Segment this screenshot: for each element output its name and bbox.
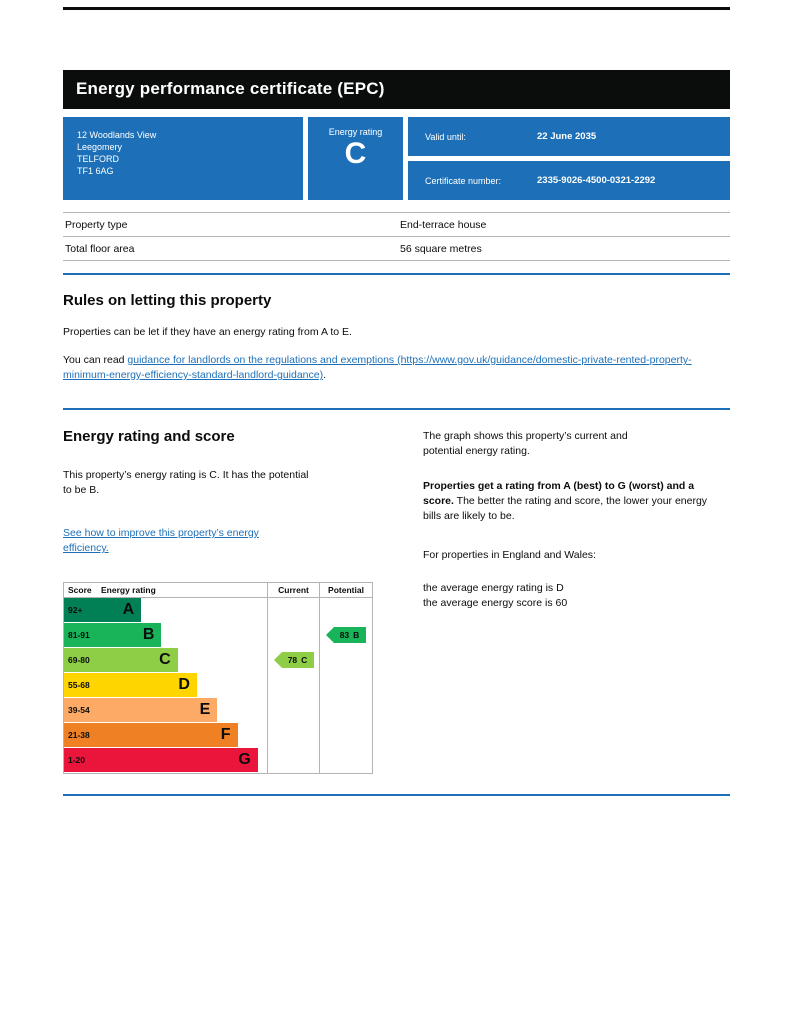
improve-link-paragraph: See how to improve this property’s energ… [63,526,283,556]
current-column: 78 C [267,598,319,773]
rating-section: Energy rating and score This property’s … [63,420,730,774]
rules-paragraph: Properties can be let if they have an en… [63,326,352,338]
band-b: 81-91 B [64,623,162,647]
floor-area-value: 56 square metres [400,243,482,255]
chart-header-rating: Energy rating [101,585,156,595]
energy-rating-value: C [344,137,367,170]
band-letter: C [159,651,171,668]
band-row-a: 92+ A [64,598,267,623]
table-row: Total floor area 56 square metres [63,236,730,261]
page-content: Energy performance certificate (EPC) 12 … [63,7,730,796]
property-details-table: Property type End-terrace house Total fl… [63,212,730,261]
band-letter: G [238,751,251,768]
band-score-range: 69-80 [68,655,90,665]
chart-header-potential: Potential [319,583,372,597]
certificate-number-label: Certificate number: [425,175,502,186]
current-rating-tag-score: 78 [287,655,298,665]
chart-header-current: Current [267,583,319,597]
band-a: 92+ A [64,598,142,622]
property-type-value: End-terrace house [400,219,487,231]
rating-heading: Energy rating and score [63,428,235,445]
rating-intro: This property’s energy rating is C. It h… [63,469,309,496]
band-score-range: 1-20 [68,755,86,765]
average-score-line: the average energy score is 60 [423,597,568,609]
rules-section: Rules on letting this property Propertie… [63,292,730,383]
energy-rating-box: Energy rating C [308,117,403,200]
potential-column: 83 B [319,598,372,773]
rating-left-column: Energy rating and score This property’s … [63,420,373,774]
band-score-range: 81-91 [68,630,90,640]
summary-panel: 12 Woodlands View Leegomery TELFORD TF1 … [63,117,730,200]
band-score-range: 39-54 [68,705,90,715]
average-lines: the average energy rating is D the avera… [423,581,730,611]
table-row: Property type End-terrace house [63,212,730,236]
potential-rating-tag: 83 B [326,627,366,643]
band-e: 39-54 E [64,698,218,722]
guidance-paragraph: You can read guidance for landlords on t… [63,353,718,383]
energy-rating-label: Energy rating [328,127,383,137]
average-rating-line: the average energy rating is D [423,582,564,594]
chart-bands: 92+ A 81-91 B 69-80 C 55-68 D 39-54 E 21-38 F 1-20 G [64,598,267,773]
page-title: Energy performance certificate (EPC) [76,79,385,98]
improve-efficiency-link[interactable]: See how to improve this property’s energ… [63,527,259,554]
band-letter: E [199,701,211,718]
band-row-d: 55-68 D [64,673,267,698]
chart-body: 92+ A 81-91 B 69-80 C 55-68 D 39-54 E 21-38 F 1-20 G … [64,598,372,773]
band-letter: A [122,601,135,618]
band-d: 55-68 D [64,673,197,697]
address-line-4: TF1 6AG [77,166,114,176]
certificate-number-box: Certificate number: 2335-9026-4500-0321-… [408,161,730,200]
band-score-range: 55-68 [68,680,90,690]
document-header: Energy performance certificate (EPC) [63,70,730,109]
band-score-range: 92+ [68,605,83,615]
address-line-1: 12 Woodlands View [77,130,157,140]
rating-explanation-bold: Properties get a rating from A (best) to… [423,480,695,507]
graph-intro: The graph shows this property’s current … [423,430,628,457]
address-line-2: Leegomery [77,142,123,152]
rating-explanation-rest: The better the rating and score, the low… [423,495,708,522]
band-row-f: 21-38 F [64,723,267,748]
band-letter: D [178,676,190,693]
address-line-3: TELFORD [77,154,120,164]
energy-rating-chart: Score Energy rating Current Potential 92… [63,582,373,774]
band-row-g: 1-20 G [64,748,267,773]
landlord-guidance-link[interactable]: guidance for landlords on the regulation… [63,354,692,381]
guidance-prefix: You can read [63,354,128,366]
band-row-c: 69-80 C [64,648,267,673]
chart-header-row: Score Energy rating Current Potential [64,583,372,598]
section-divider [63,273,730,275]
section-divider [63,794,730,796]
current-rating-tag: 78 C [274,652,314,668]
band-c: 69-80 C [64,648,178,672]
certificate-meta: Valid until: 22 June 2035 Certificate nu… [408,117,730,200]
valid-until-box: Valid until: 22 June 2035 [408,117,730,156]
band-letter: F [220,726,231,743]
certificate-number-value: 2335-9026-4500-0321-2292 [537,175,656,186]
rating-explanation: Properties get a rating from A (best) to… [423,479,713,524]
guidance-suffix: . [323,369,327,381]
top-divider [63,7,730,10]
potential-rating-tag-score: 83 [339,630,350,640]
valid-until-label: Valid until: [425,131,466,142]
chart-header-score: Score [68,585,92,595]
band-f: 21-38 F [64,723,238,747]
current-rating-tag-letter: C [301,655,308,665]
floor-area-label: Total floor area [65,243,135,255]
band-letter: B [142,626,155,643]
section-divider [63,408,730,410]
band-g: 1-20 G [64,748,258,772]
band-score-range: 21-38 [68,730,90,740]
band-row-b: 81-91 B [64,623,267,648]
rating-right-column: The graph shows this property’s current … [423,420,730,774]
band-row-e: 39-54 E [64,698,267,723]
potential-rating-tag-letter: B [353,630,360,640]
valid-until-value: 22 June 2035 [537,131,597,142]
england-wales-line: For properties in England and Wales: [423,549,596,561]
address-box: 12 Woodlands View Leegomery TELFORD TF1 … [63,117,303,200]
property-type-label: Property type [65,219,128,231]
rules-heading: Rules on letting this property [63,292,272,309]
